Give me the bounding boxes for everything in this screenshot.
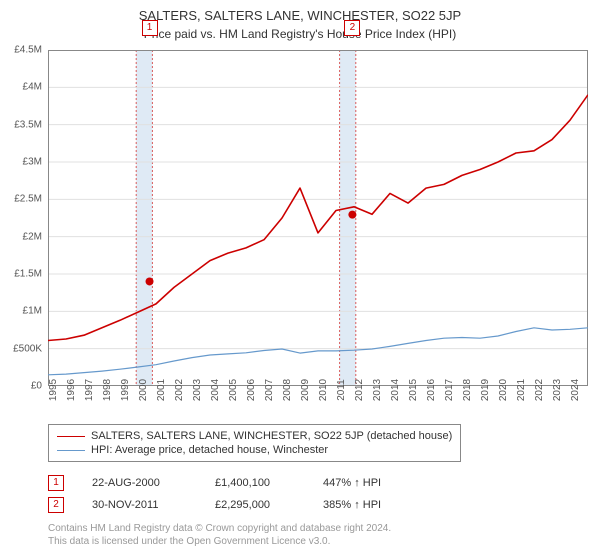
x-axis-tick: 2018 xyxy=(462,379,473,401)
sale-index-box: 2 xyxy=(48,497,64,513)
sale-index-box: 1 xyxy=(48,475,64,491)
sale-vs-hpi: 447% ↑ HPI xyxy=(323,477,423,489)
sale-row: 1 22-AUG-2000 £1,400,100 447% ↑ HPI xyxy=(48,472,423,494)
y-axis-tick: £1.5M xyxy=(14,269,42,280)
chart-svg xyxy=(48,50,588,386)
x-axis-tick: 2006 xyxy=(246,379,257,401)
x-axis-tick: 2004 xyxy=(210,379,221,401)
sale-vs-hpi: 385% ↑ HPI xyxy=(323,499,423,511)
x-axis-tick: 2009 xyxy=(300,379,311,401)
sale-marker-box: 1 xyxy=(142,20,158,36)
x-axis-tick: 1996 xyxy=(66,379,77,401)
y-axis-tick: £3M xyxy=(23,157,42,168)
y-axis-tick: £3.5M xyxy=(14,119,42,130)
sales-table: 1 22-AUG-2000 £1,400,100 447% ↑ HPI 2 30-NOV-… xyxy=(48,472,423,516)
x-axis-tick: 2021 xyxy=(516,379,527,401)
x-axis-tick: 2014 xyxy=(390,379,401,401)
x-axis-tick: 2019 xyxy=(480,379,491,401)
x-axis-tick: 2011 xyxy=(336,379,347,401)
x-axis-tick: 2022 xyxy=(534,379,545,401)
x-axis-tick: 2001 xyxy=(156,379,167,401)
sale-price: £2,295,000 xyxy=(215,499,295,511)
sale-date: 30-NOV-2011 xyxy=(92,499,187,511)
price-chart: £0£500K£1M£1.5M£2M£2.5M£3M£3.5M£4M£4.5M1… xyxy=(48,50,588,386)
x-axis-tick: 1998 xyxy=(102,379,113,401)
legend-item: SALTERS, SALTERS LANE, WINCHESTER, SO22 … xyxy=(57,429,452,443)
y-axis-tick: £2M xyxy=(23,231,42,242)
x-axis-tick: 2012 xyxy=(354,379,365,401)
x-axis-tick: 1997 xyxy=(84,379,95,401)
x-axis-tick: 2015 xyxy=(408,379,419,401)
x-axis-tick: 2024 xyxy=(570,379,581,401)
x-axis-tick: 2003 xyxy=(192,379,203,401)
y-axis-tick: £500K xyxy=(13,343,42,354)
x-axis-tick: 2008 xyxy=(282,379,293,401)
legend-label: SALTERS, SALTERS LANE, WINCHESTER, SO22 … xyxy=(91,430,452,442)
sale-row: 2 30-NOV-2011 £2,295,000 385% ↑ HPI xyxy=(48,494,423,516)
x-axis-tick: 1999 xyxy=(120,379,131,401)
sale-price: £1,400,100 xyxy=(215,477,295,489)
x-axis-tick: 2010 xyxy=(318,379,329,401)
x-axis-tick: 2017 xyxy=(444,379,455,401)
x-axis-tick: 2023 xyxy=(552,379,563,401)
footer-line-1: Contains HM Land Registry data © Crown c… xyxy=(48,522,391,535)
y-axis-tick: £4M xyxy=(23,82,42,93)
legend-item: HPI: Average price, detached house, Winc… xyxy=(57,443,452,457)
y-axis-tick: £1M xyxy=(23,306,42,317)
footer-attribution: Contains HM Land Registry data © Crown c… xyxy=(48,522,391,548)
footer-line-2: This data is licensed under the Open Gov… xyxy=(48,535,391,548)
y-axis-tick: £0 xyxy=(31,381,42,392)
page-title: SALTERS, SALTERS LANE, WINCHESTER, SO22 … xyxy=(0,0,600,25)
sale-marker-box: 2 xyxy=(344,20,360,36)
x-axis-tick: 2002 xyxy=(174,379,185,401)
legend-swatch xyxy=(57,436,85,437)
legend-label: HPI: Average price, detached house, Winc… xyxy=(91,444,328,456)
x-axis-tick: 2020 xyxy=(498,379,509,401)
sale-date: 22-AUG-2000 xyxy=(92,477,187,489)
x-axis-tick: 2013 xyxy=(372,379,383,401)
legend-swatch xyxy=(57,450,85,451)
page-subtitle: Price paid vs. HM Land Registry's House … xyxy=(0,25,600,41)
y-axis-tick: £2.5M xyxy=(14,194,42,205)
y-axis-tick: £4.5M xyxy=(14,45,42,56)
x-axis-tick: 2007 xyxy=(264,379,275,401)
x-axis-tick: 1995 xyxy=(48,379,59,401)
x-axis-tick: 2000 xyxy=(138,379,149,401)
x-axis-tick: 2016 xyxy=(426,379,437,401)
chart-legend: SALTERS, SALTERS LANE, WINCHESTER, SO22 … xyxy=(48,424,461,462)
x-axis-tick: 2005 xyxy=(228,379,239,401)
